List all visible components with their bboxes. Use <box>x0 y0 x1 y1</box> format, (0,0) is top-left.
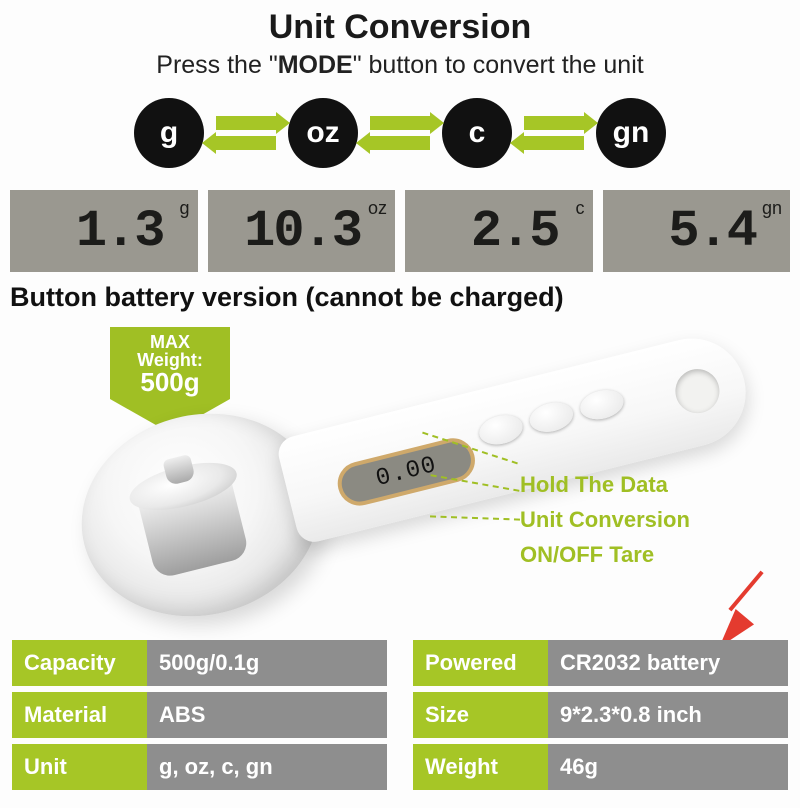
lcd-unit: c <box>576 198 585 219</box>
callout-line <box>430 515 520 520</box>
max-value: 500g <box>116 369 224 395</box>
tare-button <box>476 411 525 449</box>
subtitle-pre: Press the " <box>156 51 277 79</box>
subtitle-bold: MODE <box>278 51 353 79</box>
page-title: Unit Conversion <box>0 8 800 47</box>
table-row: Powered CR2032 battery <box>413 640 788 686</box>
spec-key: Capacity <box>12 640 147 686</box>
hold-button <box>577 386 626 424</box>
table-row: Material ABS <box>12 692 387 738</box>
spec-key: Unit <box>12 744 147 790</box>
mode-button <box>527 398 576 436</box>
unit-circle-c: c <box>442 98 512 168</box>
lcd-value: 1.3 <box>76 202 164 261</box>
spec-value: 9*2.3*0.8 inch <box>548 692 788 738</box>
lcd-readout: 2.5 c <box>405 190 593 272</box>
spec-value: g, oz, c, gn <box>147 744 387 790</box>
callout-unit: Unit Conversion <box>520 502 690 537</box>
spec-key: Powered <box>413 640 548 686</box>
lcd-unit: g <box>179 198 189 219</box>
callout-hold: Hold The Data <box>520 467 690 502</box>
spec-tables: Capacity 500g/0.1g Material ABS Unit g, … <box>12 640 788 796</box>
page-subtitle: Press the "MODE" button to convert the u… <box>0 51 800 80</box>
lcd-readouts-row: 1.3 g 10.3 oz 2.5 c 5.4 gn <box>10 190 790 272</box>
spec-value: 500g/0.1g <box>147 640 387 686</box>
double-arrow-icon <box>216 116 276 150</box>
unit-circle-gn: gn <box>596 98 666 168</box>
table-row: Capacity 500g/0.1g <box>12 640 387 686</box>
spec-key: Size <box>413 692 548 738</box>
device-buttons <box>476 386 626 449</box>
button-callouts: Hold The Data Unit Conversion ON/OFF Tar… <box>520 467 690 573</box>
table-row: Unit g, oz, c, gn <box>12 744 387 790</box>
hang-hole <box>671 364 724 417</box>
lcd-unit: oz <box>368 198 387 219</box>
unit-circle-g: g <box>134 98 204 168</box>
subtitle-post: " button to convert the unit <box>353 51 644 79</box>
unit-circle-oz: oz <box>288 98 358 168</box>
max-label-1: MAX <box>116 333 224 351</box>
lcd-readout: 10.3 oz <box>208 190 396 272</box>
table-row: Weight 46g <box>413 744 788 790</box>
spec-value: 46g <box>548 744 788 790</box>
table-row: Size 9*2.3*0.8 inch <box>413 692 788 738</box>
spec-value: ABS <box>147 692 387 738</box>
lcd-readout: 5.4 gn <box>603 190 791 272</box>
double-arrow-icon <box>524 116 584 150</box>
lcd-value: 5.4 <box>668 202 756 261</box>
callout-tare: ON/OFF Tare <box>520 537 690 572</box>
product-illustration: MAX Weight: 500g 0.00 Hold The Data Unit… <box>0 317 800 657</box>
spec-table-left: Capacity 500g/0.1g Material ABS Unit g, … <box>12 640 387 796</box>
spec-value: CR2032 battery <box>548 640 788 686</box>
spec-table-right: Powered CR2032 battery Size 9*2.3*0.8 in… <box>413 640 788 796</box>
spec-key: Material <box>12 692 147 738</box>
lcd-value: 10.3 <box>244 202 361 261</box>
double-arrow-icon <box>370 116 430 150</box>
unit-circles-row: g oz c gn <box>0 98 800 168</box>
lcd-value: 2.5 <box>471 202 559 261</box>
version-subheading: Button battery version (cannot be charge… <box>10 282 800 313</box>
lcd-unit: gn <box>762 198 782 219</box>
spec-key: Weight <box>413 744 548 790</box>
lcd-readout: 1.3 g <box>10 190 198 272</box>
